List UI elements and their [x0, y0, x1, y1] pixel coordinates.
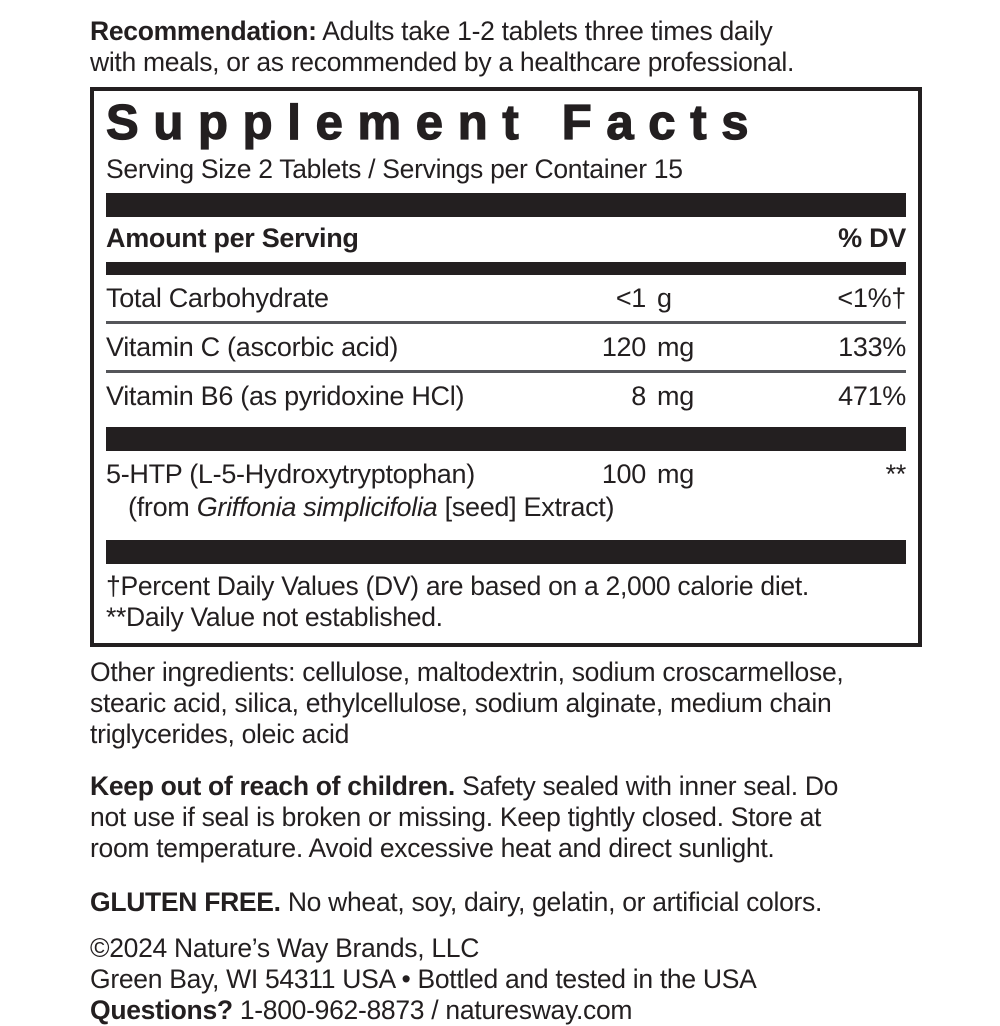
nutrient-amount-unit: mg [657, 332, 694, 362]
recommendation-line-1-text: Adults take 1-2 tablets three times dail… [316, 16, 773, 46]
caution-line-2: not use if seal is broken or missing. Ke… [90, 802, 822, 832]
source-prefix: (from [128, 492, 197, 522]
amount-per-serving-header: Amount per Serving [106, 223, 359, 253]
nutrient-row-vitamin-c: Vitamin C (ascorbic acid) 120 mg 133% [106, 321, 906, 370]
supplement-facts-panel: Supplement Facts Serving Size 2 Tablets … [90, 87, 922, 647]
footnote-dv-not-established: **Daily Value not established. [106, 602, 443, 632]
nutrient-amount-value: 120 [601, 332, 646, 362]
percent-dv-header: % DV [838, 223, 906, 253]
copyright-line: ©2024 Nature’s Way Brands, LLC [90, 933, 480, 963]
gluten-free-paragraph: GLUTEN FREE. No wheat, soy, dairy, gelat… [90, 887, 922, 918]
gluten-free-label: GLUTEN FREE. [90, 887, 281, 917]
divider-bar-thick-bottom [106, 540, 906, 564]
panel-title: Supplement Facts [106, 95, 764, 150]
other-ingredients-line-2: stearic acid, silica, ethylcellulose, so… [90, 688, 832, 718]
nutrient-amount-value: 100 [601, 459, 646, 489]
column-header-row: Amount per Serving % DV [106, 217, 906, 257]
caution-line-3: room temperature. Avoid excessive heat a… [90, 833, 775, 863]
nutrient-dv: <1%† [837, 283, 906, 313]
divider-bar-thick-middle [106, 427, 906, 451]
source-species-italic: Griffonia simplicifolia [196, 492, 438, 522]
nutrient-name: Vitamin B6 (as pyridoxine HCl) [106, 381, 465, 411]
footer-block: ©2024 Nature’s Way Brands, LLC Green Bay… [90, 933, 922, 1026]
nutrient-amount-unit: mg [657, 381, 694, 411]
nutrient-dv: ** [885, 459, 907, 489]
caution-label: Keep out of reach of children. [90, 771, 455, 801]
nutrient-amount-unit: g [657, 283, 672, 313]
nutrient-name: Vitamin C (ascorbic acid) [106, 332, 399, 362]
nutrient-row-vitamin-b6: Vitamin B6 (as pyridoxine HCl) 8 mg 471% [106, 370, 906, 419]
nutrient-name: Total Carbohydrate [106, 283, 329, 313]
other-ingredients-line-3: triglycerides, oleic acid [90, 719, 350, 749]
nutrient-amount-unit: mg [657, 459, 694, 489]
nutrient-row-5htp: 5-HTP (L-5-Hydroxytryptophan) 100 mg ** [106, 451, 906, 490]
label-page: Recommendation: Adults take 1-2 tablets … [90, 16, 922, 1026]
nutrient-name: 5-HTP (L-5-Hydroxytryptophan) [106, 459, 475, 489]
nutrient-dv: 471% [838, 381, 906, 411]
gluten-free-text: No wheat, soy, dairy, gelatin, or artifi… [280, 887, 823, 917]
nutrient-row-total-carbohydrate: Total Carbohydrate <1 g <1%† [106, 275, 906, 321]
recommendation-paragraph: Recommendation: Adults take 1-2 tablets … [90, 16, 922, 78]
footnote-daily-values: †Percent Daily Values (DV) are based on … [106, 571, 809, 601]
other-ingredients-paragraph: Other ingredients: cellulose, maltodextr… [90, 657, 922, 750]
footnotes-block: †Percent Daily Values (DV) are based on … [106, 571, 906, 633]
serving-size-line: Serving Size 2 Tablets / Servings per Co… [106, 154, 683, 184]
caution-paragraph: Keep out of reach of children. Safety se… [90, 771, 922, 864]
caution-line-1-text: Safety sealed with inner seal. Do [455, 771, 839, 801]
nutrient-dv: 133% [838, 332, 906, 362]
nutrient-row-5htp-source: (from Griffonia simplicifolia [seed] Ext… [106, 490, 906, 532]
recommendation-label: Recommendation: [90, 16, 317, 46]
nutrient-amount-value: <1 [615, 283, 646, 313]
source-suffix: [seed] Extract) [437, 492, 615, 522]
divider-bar-thick-top [106, 193, 906, 217]
address-line: Green Bay, WI 54311 USA • Bottled and te… [90, 964, 757, 994]
nutrient-amount-value: 8 [631, 381, 646, 411]
caution-line-1: Keep out of reach of children. Safety se… [90, 771, 922, 802]
divider-bar-thin [106, 262, 906, 275]
recommendation-line-2: with meals, or as recommended by a healt… [90, 47, 795, 77]
other-ingredients-line-1: Other ingredients: cellulose, maltodextr… [90, 657, 844, 687]
recommendation-line-1: Recommendation: Adults take 1-2 tablets … [90, 16, 922, 47]
